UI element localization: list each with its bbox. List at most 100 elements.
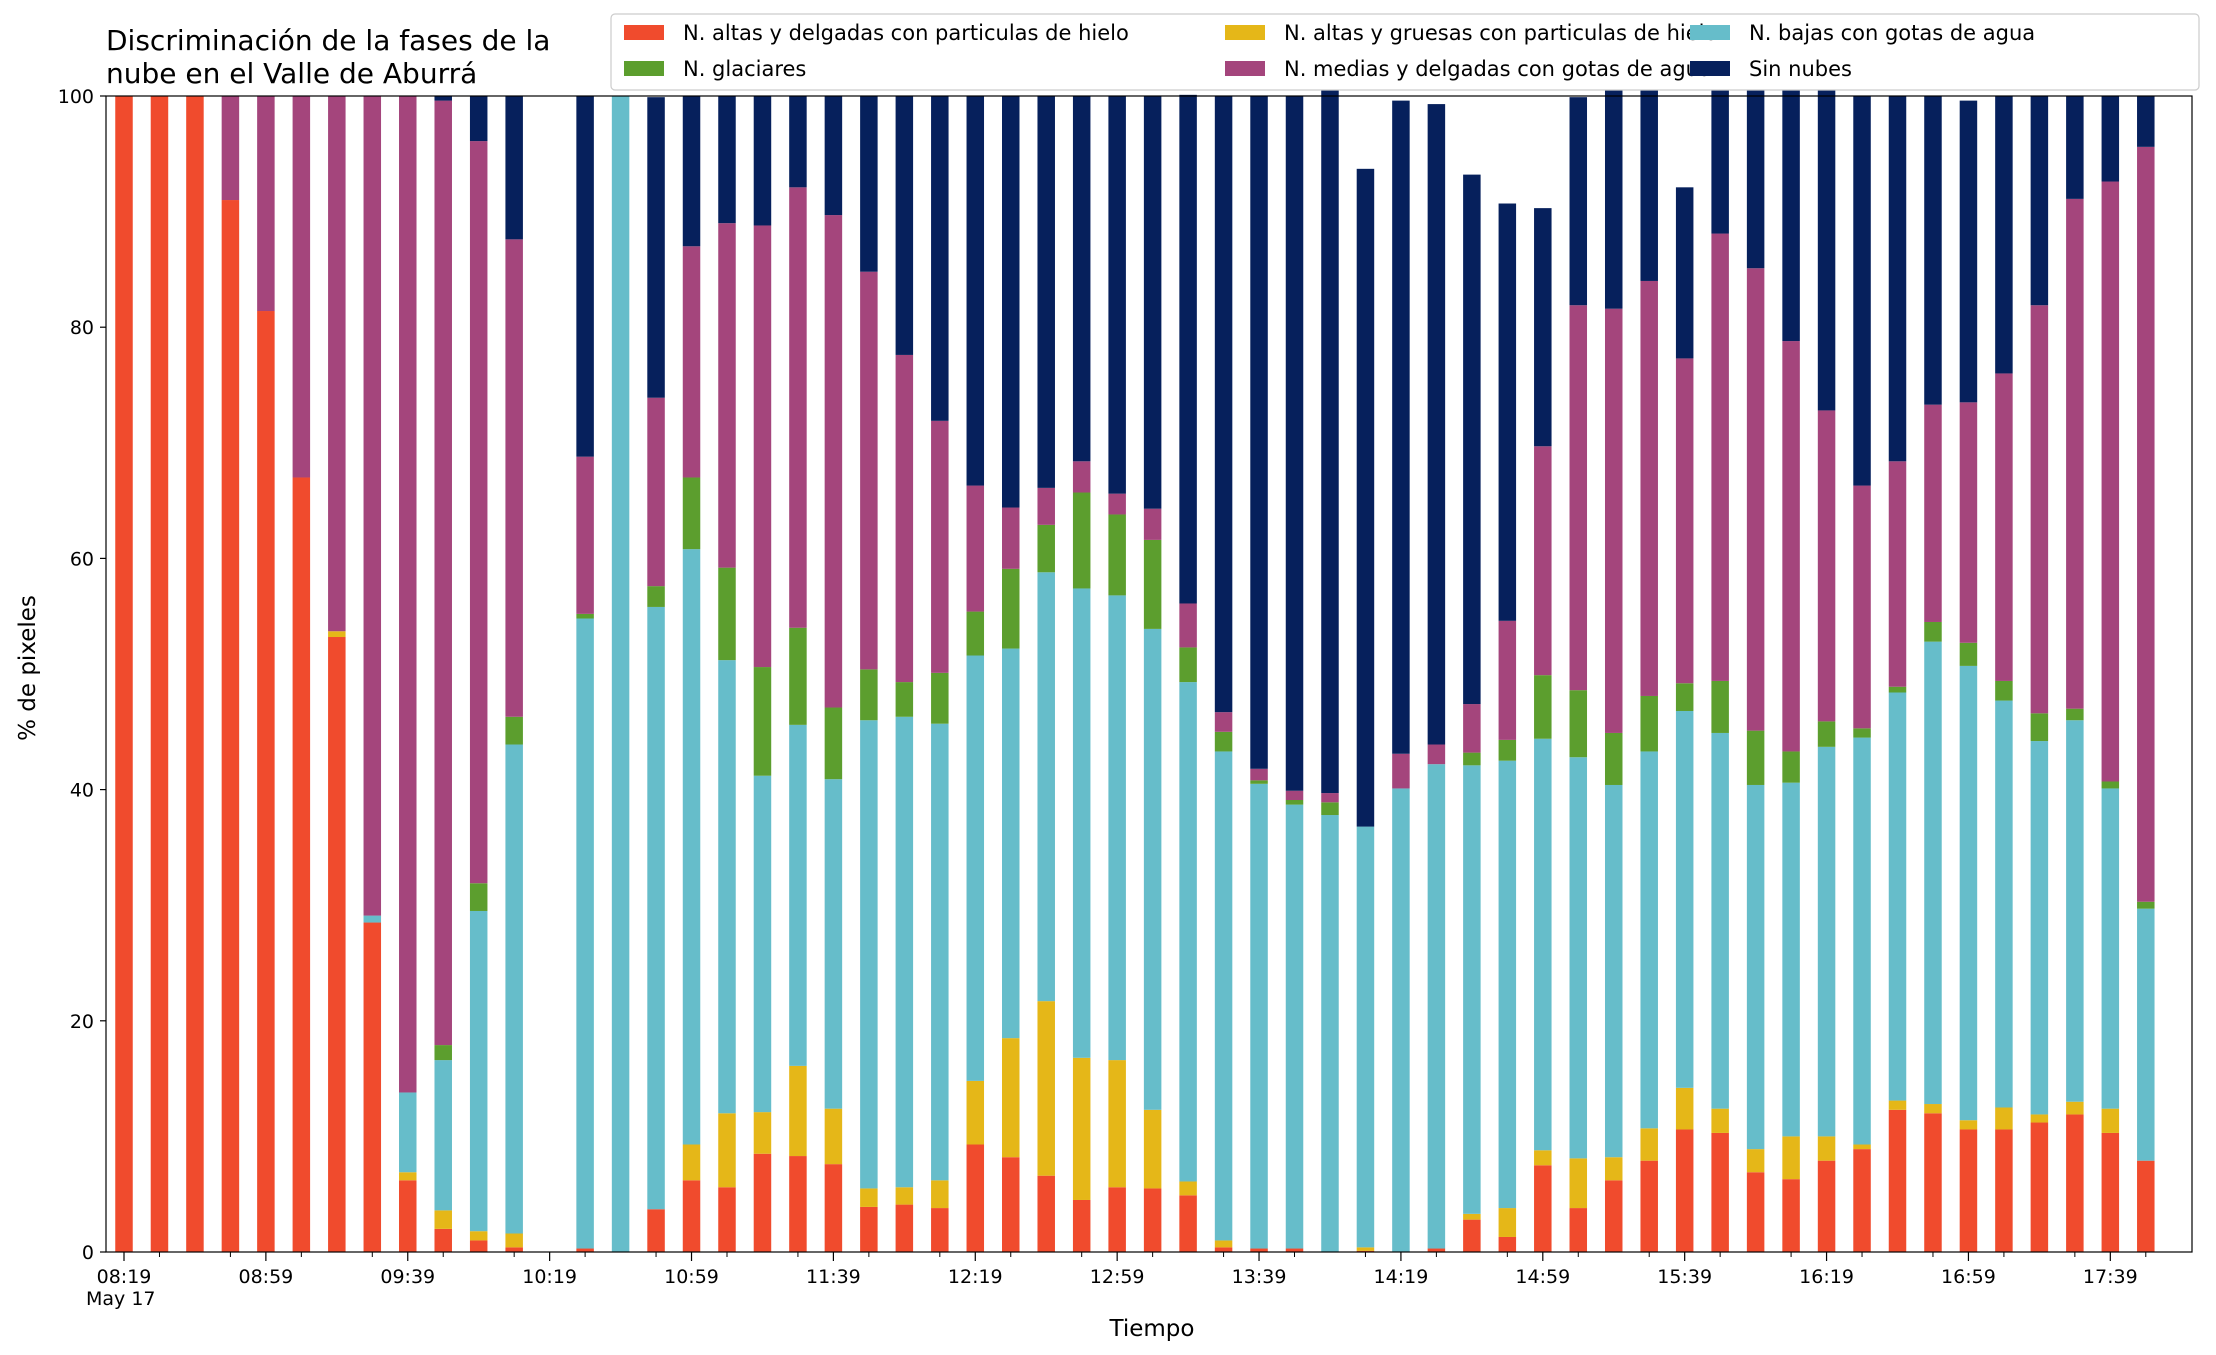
- bar-segment: [1782, 1179, 1800, 1252]
- bar-segment: [1427, 744, 1446, 765]
- bar-segment: [1675, 187, 1694, 359]
- bar-segment: [1711, 59, 1729, 234]
- bar-segment: [1285, 790, 1304, 801]
- bar-segment: [1285, 1248, 1304, 1252]
- bar-segment: [434, 96, 452, 101]
- bar-segment: [1356, 826, 1375, 1248]
- bar-segment: [1604, 1157, 1623, 1181]
- bar-segment: [718, 660, 736, 1114]
- bar-segment: [1037, 524, 1055, 573]
- bar-segment: [2030, 713, 2049, 742]
- bar-segment: [824, 215, 843, 708]
- x-tick-label: 15:39: [1657, 1266, 1712, 1288]
- bar-segment: [328, 631, 346, 638]
- bar-segment: [1604, 732, 1623, 785]
- y-tick-label: 0: [82, 1242, 94, 1264]
- bar-segment: [1285, 96, 1304, 791]
- x-tick-label: 11:39: [806, 1266, 861, 1288]
- bar-segment: [1604, 90, 1623, 309]
- bar-segment: [1711, 1132, 1729, 1252]
- y-tick-label: 60: [70, 548, 94, 570]
- bar-segment: [966, 1144, 985, 1252]
- bar-segment: [2066, 720, 2084, 1102]
- bar-segment: [1675, 683, 1694, 711]
- bar-segment: [1782, 751, 1800, 783]
- bar-segment: [860, 96, 878, 272]
- bar-segment: [2066, 1101, 2084, 1115]
- bar-segment: [824, 1108, 843, 1165]
- legend-label: N. glaciares: [683, 57, 806, 81]
- x-tick-label: 17:39: [2083, 1266, 2138, 1288]
- bar-segment: [469, 1231, 488, 1241]
- bar-segment: [1179, 94, 1197, 604]
- legend-swatch: [1690, 25, 1730, 40]
- bar-segment: [1037, 96, 1055, 488]
- bar-segment: [1534, 675, 1552, 739]
- bar-segment: [789, 1156, 807, 1252]
- bar-segment: [1534, 446, 1552, 676]
- bar-segment: [1463, 752, 1481, 766]
- legend-swatch: [1225, 25, 1265, 40]
- bar-segment: [1143, 1188, 1162, 1252]
- bar-segment: [1640, 695, 1658, 752]
- bar-segment: [1959, 1129, 1978, 1252]
- bar-segment: [1782, 63, 1800, 342]
- bar-segment: [682, 549, 701, 1145]
- bar-segment: [2030, 1122, 2049, 1252]
- bar-segment: [1002, 568, 1020, 649]
- bar-segment: [895, 1204, 914, 1252]
- bar-segment: [1817, 49, 1836, 411]
- legend-label: N. altas y gruesas con particulas de hie…: [1284, 21, 1717, 45]
- bar-segment: [2030, 305, 2049, 714]
- y-tick-label: 20: [70, 1011, 94, 1033]
- bar-segment: [824, 779, 843, 1109]
- bar-segment: [1746, 54, 1765, 269]
- bar-segment: [647, 1209, 665, 1252]
- bar-segment: [221, 200, 240, 1252]
- bar-segment: [257, 96, 275, 312]
- bar-segment: [824, 1164, 843, 1252]
- bar-segment: [1250, 1248, 1268, 1252]
- bar-segment: [1108, 595, 1126, 1061]
- x-tick-sublabel: May 17: [86, 1288, 156, 1310]
- bar-segment: [1534, 208, 1552, 447]
- bar-segment: [1108, 1187, 1126, 1252]
- bar-segment: [1392, 753, 1410, 789]
- bar-segment: [292, 477, 311, 1253]
- bar-segment: [1250, 768, 1268, 781]
- bar-segment: [292, 96, 311, 478]
- bar-segment: [505, 1233, 523, 1248]
- bar-segment: [647, 97, 665, 398]
- bar-segment: [1924, 1113, 1942, 1252]
- bar-segment: [931, 723, 949, 1181]
- bar-segment: [2066, 96, 2084, 199]
- bar-segment: [1037, 487, 1055, 525]
- bar-segment: [1463, 1219, 1481, 1252]
- bar-segment: [860, 720, 878, 1189]
- bar-segment: [753, 775, 772, 1113]
- bar-segment: [1888, 1109, 1907, 1252]
- bar-segment: [1959, 665, 1978, 1121]
- x-tick-label: 14:59: [1515, 1266, 1570, 1288]
- bar-segment: [647, 397, 665, 587]
- bar-segment: [1534, 1150, 1552, 1166]
- bar-segment: [1463, 174, 1481, 705]
- bar-segment: [1250, 96, 1268, 769]
- legend-swatch: [624, 61, 664, 76]
- bar-segment: [1711, 680, 1729, 733]
- bar-segment: [505, 239, 523, 717]
- bar-segment: [1072, 1199, 1091, 1252]
- bar-segment: [1356, 168, 1375, 827]
- bar-segment: [434, 1210, 452, 1229]
- bar-segment: [789, 724, 807, 1066]
- bar-segment: [1853, 1149, 1871, 1252]
- bar-segment: [931, 672, 949, 724]
- bar-segment: [2066, 198, 2084, 709]
- bar-segment: [1463, 1213, 1481, 1220]
- bar-segment: [1321, 802, 1339, 816]
- bar-segment: [2101, 781, 2120, 789]
- bar-segment: [2101, 788, 2120, 1109]
- bar-segment: [1498, 739, 1517, 761]
- x-axis-label: Tiempo: [1109, 1316, 1195, 1342]
- bar-segment: [753, 1153, 772, 1252]
